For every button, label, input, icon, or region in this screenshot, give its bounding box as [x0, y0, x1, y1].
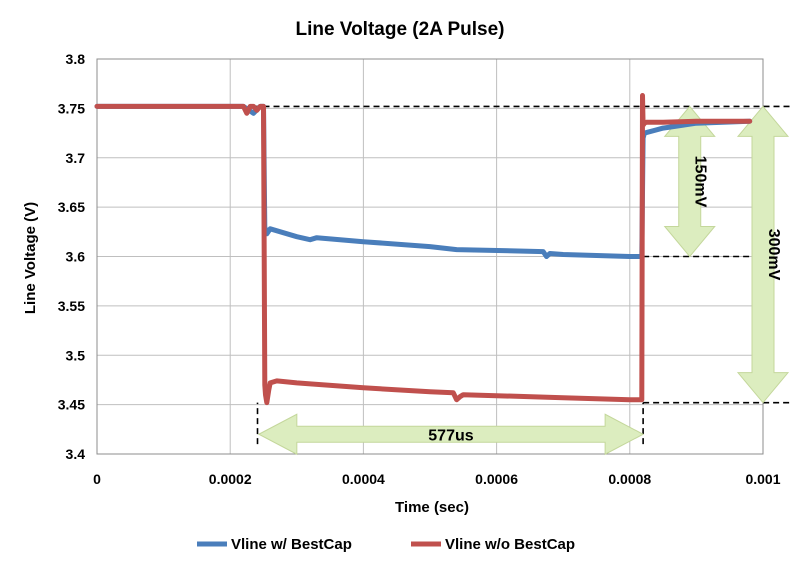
series-lines — [94, 93, 753, 406]
y-tick-label: 3.45 — [58, 397, 85, 413]
x-tick-label: 0.0004 — [342, 471, 385, 487]
reference-lines — [253, 105, 790, 445]
y-tick-label: 3.8 — [66, 51, 86, 67]
legend-label-2: Vline w/o BestCap — [445, 536, 575, 553]
voltage-drop-arrow — [663, 105, 716, 258]
chart-title: Line Voltage (2A Pulse) — [295, 19, 504, 40]
time-span-label: 577us — [428, 427, 473, 444]
y-tick-label: 3.6 — [66, 249, 86, 265]
time-span-arrow — [257, 413, 645, 456]
series-line-2 — [94, 93, 753, 406]
x-tick-label: 0 — [93, 471, 101, 487]
y-tick-label: 3.65 — [58, 199, 85, 215]
legend: Vline w/ BestCap Vline w/o BestCap — [197, 536, 575, 553]
x-tick-label: 0.001 — [745, 471, 780, 487]
y-tick-label: 3.5 — [66, 347, 86, 363]
y-tick-label: 3.75 — [58, 100, 85, 116]
grid — [96, 58, 764, 455]
legend-label-1: Vline w/ BestCap — [231, 536, 352, 553]
x-tick-label: 0.0006 — [475, 471, 518, 487]
x-tick-label: 0.0008 — [608, 471, 651, 487]
y-tick-label: 3.55 — [58, 298, 85, 314]
series-line-1 — [94, 103, 753, 259]
x-tick-label: 0.0002 — [209, 471, 252, 487]
voltage-drop-label: 300mV — [765, 229, 782, 281]
annotations: 577us 150mV 300mV — [257, 105, 790, 456]
y-tick-label: 3.4 — [66, 446, 86, 462]
y-axis-label: Line Voltage (V) — [22, 202, 39, 314]
voltage-drop-arrow — [736, 105, 790, 404]
y-tick-label: 3.7 — [66, 150, 86, 166]
x-axis-label: Time (sec) — [395, 499, 469, 516]
tick-labels: 3.4 3.45 3.5 3.55 3.6 3.65 3.7 3.75 3.8 0 0.0002 0.… — [58, 51, 781, 487]
voltage-drop-label: 150mV — [692, 156, 709, 208]
